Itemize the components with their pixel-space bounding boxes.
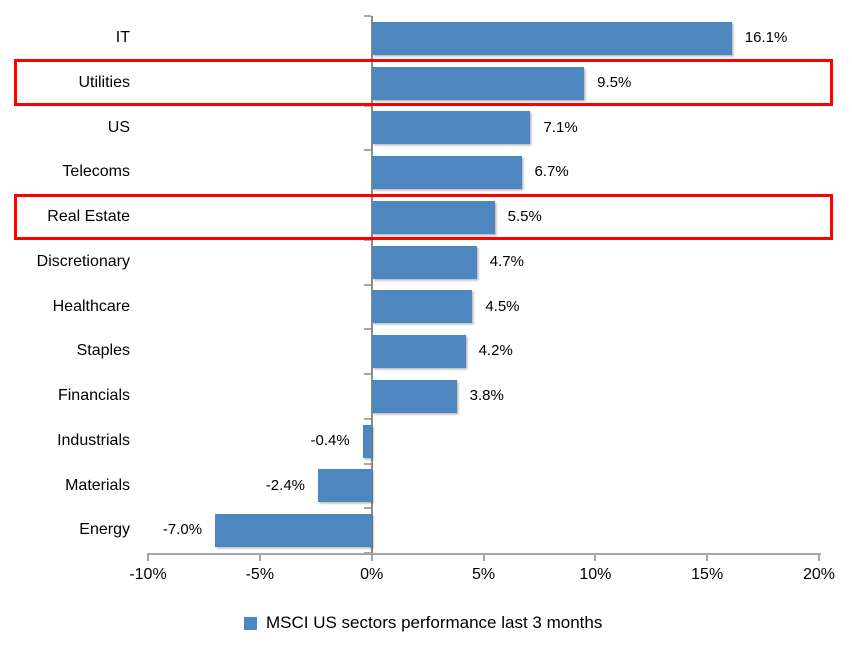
value-label: 4.2% — [478, 342, 513, 360]
value-label: -2.4% — [265, 476, 305, 494]
zero-axis-line — [370, 16, 373, 553]
x-tick-label: -5% — [245, 566, 275, 583]
x-tick-label: 5% — [471, 566, 496, 583]
x-tick-mark — [482, 553, 485, 561]
bar — [371, 379, 457, 413]
y-tick-mark — [363, 328, 371, 331]
x-tick-mark — [147, 553, 149, 561]
bar — [371, 66, 585, 100]
category-label: Healthcare — [52, 297, 130, 315]
legend: MSCI US sectors performance last 3 month… — [244, 613, 602, 633]
category-label: Telecoms — [62, 163, 130, 181]
value-label: 16.1% — [744, 29, 788, 46]
y-tick-mark — [363, 507, 371, 510]
x-tick-label: 20% — [802, 566, 836, 583]
x-tick-mark — [818, 553, 820, 561]
category-label: IT — [115, 29, 130, 46]
x-tick-mark — [370, 553, 373, 561]
y-tick-mark — [363, 283, 371, 286]
value-label: 4.7% — [489, 252, 524, 270]
bar — [371, 156, 522, 190]
category-label: Discretionary — [36, 252, 130, 270]
legend-swatch-icon — [244, 616, 257, 630]
x-tick-label: 15% — [691, 566, 724, 583]
x-tick-mark — [258, 553, 261, 561]
bar — [317, 469, 372, 503]
y-tick-mark — [363, 552, 371, 554]
x-tick-mark — [594, 553, 597, 561]
bar — [371, 111, 531, 145]
x-tick-mark — [706, 553, 709, 561]
y-tick-mark — [363, 417, 371, 420]
value-label: 5.5% — [507, 208, 542, 225]
value-label: -0.4% — [310, 431, 350, 449]
category-label: Staples — [76, 342, 130, 360]
category-label: Energy — [79, 521, 130, 539]
category-label: Materials — [65, 476, 130, 494]
value-label: 4.5% — [485, 297, 520, 315]
x-tick-label: -10% — [129, 566, 167, 583]
x-axis-line — [148, 553, 821, 555]
bar — [371, 21, 732, 55]
value-label: 9.5% — [597, 73, 632, 91]
bar — [362, 424, 372, 458]
bar — [371, 335, 466, 369]
category-label: Real Estate — [47, 208, 130, 225]
bar — [371, 200, 495, 234]
bar — [215, 514, 372, 548]
y-tick-mark — [363, 373, 371, 375]
value-label: -7.0% — [162, 521, 203, 539]
legend-label: MSCI US sectors performance last 3 month… — [266, 613, 603, 632]
x-tick-label: 10% — [579, 566, 612, 583]
category-label: Utilities — [78, 73, 130, 91]
bar — [371, 290, 473, 324]
bar — [371, 245, 477, 279]
y-tick-mark — [363, 15, 371, 17]
y-tick-mark — [363, 194, 371, 196]
y-tick-mark — [363, 104, 371, 107]
category-label: Industrials — [57, 431, 130, 449]
category-label: US — [107, 118, 130, 136]
y-tick-mark — [363, 462, 371, 465]
y-tick-mark — [363, 59, 371, 62]
value-label: 7.1% — [543, 118, 578, 136]
category-label: Financials — [57, 387, 130, 404]
y-tick-mark — [363, 238, 371, 241]
y-tick-mark — [363, 149, 371, 152]
value-label: 3.8% — [469, 387, 504, 404]
x-tick-label: 0% — [360, 566, 384, 583]
value-label: 6.7% — [534, 163, 569, 181]
